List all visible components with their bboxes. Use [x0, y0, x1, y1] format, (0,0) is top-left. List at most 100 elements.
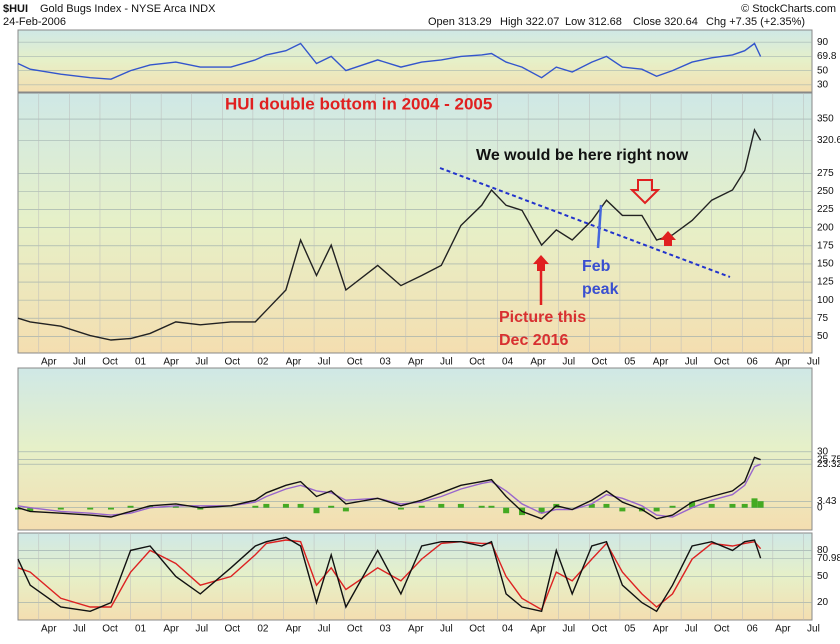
- panel-background: [17, 29, 813, 93]
- x-tick-label: Oct: [347, 357, 363, 368]
- x-tick-label: 05: [624, 624, 636, 635]
- x-tick-label: Apr: [408, 624, 424, 635]
- series-line: [17, 463, 761, 518]
- x-tick-label: Oct: [102, 357, 118, 368]
- x-tick-label: 02: [257, 624, 269, 635]
- histogram-bar: [313, 507, 320, 514]
- histogram-bar: [438, 503, 445, 508]
- y-tick-label: 275: [817, 168, 834, 179]
- histogram-bar: [751, 498, 758, 508]
- x-tick-label: Apr: [653, 357, 669, 368]
- y-tick-label: 50: [817, 331, 829, 342]
- y-tick-label: 3.43: [817, 496, 837, 507]
- down-arrow: [629, 179, 661, 205]
- x-tick-label: Apr: [286, 624, 302, 635]
- y-tick-label: 0: [817, 502, 823, 513]
- histogram-bar: [263, 503, 270, 508]
- histogram-bar: [603, 503, 610, 508]
- y-tick-label: 150: [817, 259, 834, 270]
- annotation: We would be here right now: [476, 147, 689, 164]
- x-tick-label: 04: [502, 624, 514, 635]
- x-tick-label: Jul: [562, 357, 575, 368]
- x-tick-label: Apr: [653, 624, 669, 635]
- series-line: [17, 536, 762, 613]
- histogram-bar: [107, 507, 114, 510]
- x-tick-label: Oct: [469, 357, 485, 368]
- x-tick-label: 05: [624, 357, 636, 368]
- x-tick-label: Apr: [41, 624, 57, 635]
- y-tick-label: 25.75: [817, 454, 840, 465]
- x-tick-label: Jul: [807, 624, 820, 635]
- annotation: peak: [582, 281, 619, 298]
- x-tick-label: Oct: [347, 624, 363, 635]
- x-tick-label: 01: [135, 357, 147, 368]
- histogram-bar: [147, 505, 154, 508]
- histogram-bar: [342, 507, 349, 512]
- histogram-bar: [757, 501, 764, 508]
- trendline: [439, 167, 731, 278]
- x-tick-label: 03: [380, 624, 392, 635]
- x-tick-label: Apr: [530, 624, 546, 635]
- x-tick-label: Jul: [195, 624, 208, 635]
- histogram-bar: [297, 503, 304, 508]
- x-tick-label: Jul: [807, 357, 820, 368]
- pointer: [596, 204, 603, 249]
- y-tick-label: 30: [817, 80, 829, 91]
- histogram-bar: [57, 507, 64, 510]
- quote-high: High 322.07: [500, 16, 559, 28]
- x-tick-label: Oct: [714, 624, 730, 635]
- series-line: [17, 456, 761, 520]
- annotations: HUI double bottom in 2004 - 2005 We woul…: [225, 94, 731, 349]
- histogram-bar: [252, 505, 259, 508]
- x-tick-label: Oct: [592, 624, 608, 635]
- panels: 305069.890507510012515017520022525027532…: [15, 29, 840, 635]
- histogram-bar: [538, 507, 545, 514]
- quote-close: Close 320.64: [633, 16, 698, 28]
- annotation: Feb: [582, 258, 611, 275]
- y-tick-label: 69.8: [817, 51, 837, 62]
- histogram-bar: [669, 505, 676, 508]
- y-tick-label: 80: [817, 545, 829, 556]
- x-tick-label: Apr: [163, 357, 179, 368]
- panel-background: [17, 92, 813, 354]
- histogram-bar: [619, 507, 626, 512]
- x-tick-label: Apr: [286, 357, 302, 368]
- x-tick-label: Oct: [225, 624, 241, 635]
- y-tick-label: 125: [817, 277, 834, 288]
- y-tick-label: 90: [817, 37, 829, 48]
- x-tick-label: Apr: [775, 357, 791, 368]
- annotation: Picture this: [499, 309, 586, 326]
- histogram-bar: [478, 505, 485, 508]
- histogram-bar: [653, 507, 660, 512]
- histogram-bar: [503, 507, 510, 514]
- histogram-bar: [197, 507, 204, 510]
- y-tick-label: 200: [817, 222, 834, 233]
- histogram-bar: [488, 505, 495, 508]
- x-tick-label: 03: [380, 357, 392, 368]
- credit: © StockCharts.com: [741, 3, 836, 15]
- y-tick-label: 30: [817, 446, 829, 457]
- histogram-bar: [457, 503, 464, 508]
- x-tick-label: Oct: [102, 624, 118, 635]
- x-tick-label: Apr: [408, 357, 424, 368]
- y-tick-label: 70.98: [817, 553, 840, 564]
- x-tick-label: Jul: [73, 357, 86, 368]
- histogram-bar: [172, 505, 179, 508]
- y-tick-label: 75: [817, 313, 829, 324]
- series-line: [17, 42, 762, 80]
- x-tick-label: Jul: [440, 624, 453, 635]
- x-tick-label: Jul: [318, 357, 331, 368]
- y-tick-label: 20: [817, 597, 829, 608]
- x-tick-label: Jul: [195, 357, 208, 368]
- date: 24-Feb-2006: [3, 16, 66, 28]
- x-tick-label: Jul: [562, 624, 575, 635]
- y-tick-label: 100: [817, 295, 834, 306]
- x-tick-label: Apr: [163, 624, 179, 635]
- x-tick-label: Jul: [685, 357, 698, 368]
- y-tick-label: 350: [817, 114, 834, 125]
- x-tick-label: Oct: [469, 624, 485, 635]
- y-tick-label: 250: [817, 186, 834, 197]
- histogram-bar: [27, 507, 34, 512]
- y-tick-label: 50: [817, 571, 829, 582]
